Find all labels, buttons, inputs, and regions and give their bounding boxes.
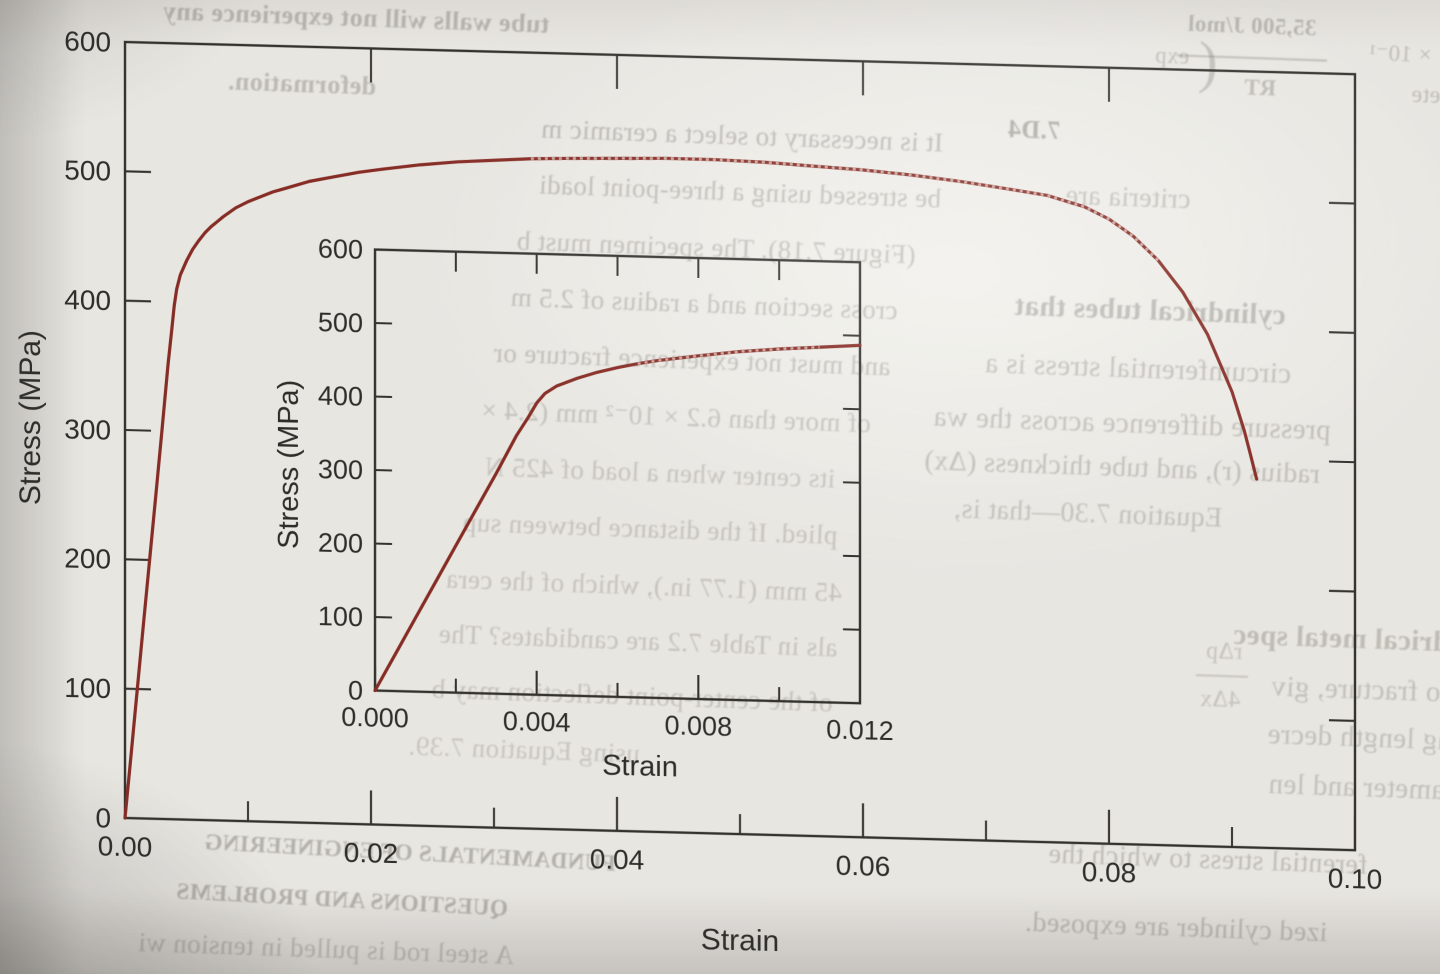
inset-y-tick-label: 0 <box>348 675 363 705</box>
main-y-tick-label: 400 <box>64 284 111 316</box>
main-y-left-tick <box>125 299 151 303</box>
inset-chart: 0.000 0.004 0.008 0.012 0 100 200 300 400 500 600 S… <box>273 234 894 784</box>
main-y-left-tick <box>125 558 151 562</box>
inset-y-tick-label: 600 <box>318 234 363 265</box>
inset-y-tick-label: 200 <box>318 528 363 559</box>
main-x-tick-label: 0.04 <box>590 843 644 875</box>
inset-y-tick-label: 100 <box>318 601 363 632</box>
main-y-right-tick <box>1329 201 1355 205</box>
main-frame <box>123 40 1357 852</box>
main-y-axis-title: Stress (MPa) <box>14 330 47 506</box>
main-y-tick-label: 200 <box>64 543 111 575</box>
main-y-right-tick <box>1329 460 1355 464</box>
main-y-tick-label: 300 <box>64 413 111 445</box>
inset-x-tick-label: 0.012 <box>826 714 894 746</box>
inset-y-tick-label: 400 <box>318 381 363 412</box>
main-x-tick-label: 0.08 <box>1082 856 1136 888</box>
main-curve-glare <box>530 157 1160 262</box>
main-y-right-tick <box>1329 589 1355 593</box>
main-y-right-tick <box>1329 331 1355 334</box>
inset-y-tick-label: 500 <box>318 307 363 338</box>
main-x-tick-label: 0.00 <box>98 830 152 862</box>
main-y-left-tick <box>125 428 151 432</box>
inset-frame <box>373 248 862 705</box>
inset-curve-glare <box>637 345 820 365</box>
main-y-tick-label: 600 <box>64 25 111 57</box>
main-x-tick-label: 0.10 <box>1328 862 1382 894</box>
main-y-left-tick <box>125 170 151 174</box>
inset-y-axis-title: Stress (MPa) <box>273 379 305 549</box>
inset-x-axis-title: Strain <box>602 749 678 783</box>
inset-x-tick-label: 0.000 <box>341 702 409 734</box>
main-y-right-tick <box>1329 719 1355 722</box>
main-y-tick-label: 100 <box>64 672 111 704</box>
inset-curve <box>373 343 862 693</box>
main-y-tick-label: 0 <box>95 802 111 833</box>
main-chart: 0.00 0.02 0.04 0.06 0.08 0.10 0 100 200 300 400 500… <box>14 25 1382 958</box>
main-x-axis-title: Strain <box>701 923 779 958</box>
inset-x-tick-label: 0.008 <box>665 710 733 742</box>
inset-x-tick-label: 0.004 <box>503 706 571 738</box>
main-curve <box>123 156 1259 820</box>
main-x-tick-label: 0.02 <box>344 837 398 869</box>
inset-y-tick-label: 300 <box>318 454 363 485</box>
main-x-tick-label: 0.06 <box>836 850 890 882</box>
main-y-tick-label: 500 <box>64 155 111 187</box>
